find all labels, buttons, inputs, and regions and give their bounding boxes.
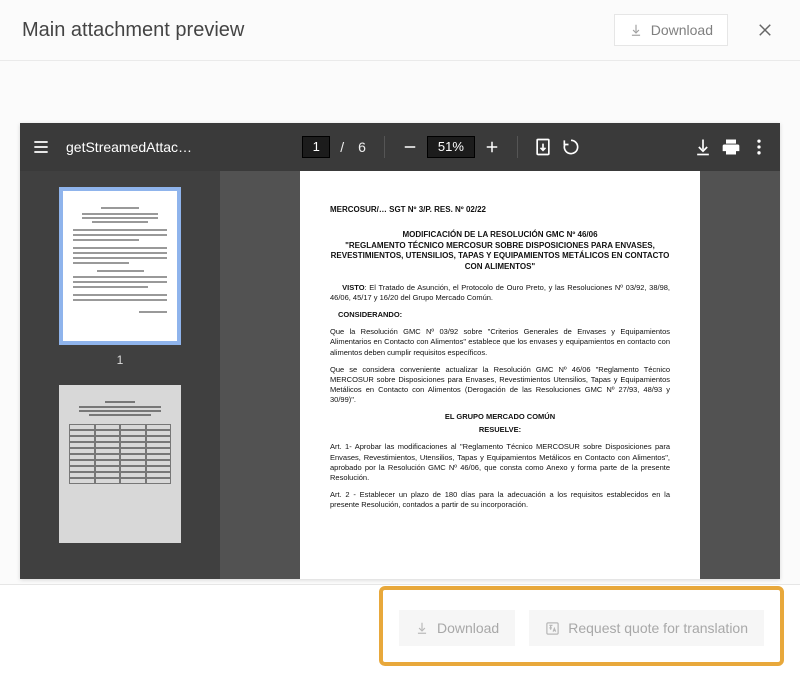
quote-label: Request quote for translation	[568, 620, 748, 636]
thumbnail-1[interactable]: 1	[59, 187, 181, 367]
translate-icon	[545, 621, 560, 636]
pdf-page-1: MERCOSUR/… SGT Nº 3/P. RES. Nº 02/22 MOD…	[300, 171, 700, 579]
page-separator: /	[340, 139, 344, 155]
action-highlight-box: Download Request quote for translation	[379, 586, 784, 666]
pdf-toolbar: getStreamedAttac… 1 / 6 51%	[20, 123, 780, 171]
hamburger-icon[interactable]	[30, 136, 52, 158]
thumbnail-panel: 1	[20, 171, 220, 579]
zoom-controls: 51%	[399, 136, 503, 158]
preview-header: Main attachment preview Download	[0, 0, 800, 61]
fit-page-icon[interactable]	[532, 136, 554, 158]
doc-resuelve-2: RESUELVE:	[330, 425, 670, 435]
pdf-viewer: getStreamedAttac… 1 / 6 51%	[20, 123, 780, 579]
doc-resuelve-1: EL GRUPO MERCADO COMÚN	[330, 412, 670, 422]
thumbnail-2[interactable]	[59, 385, 181, 543]
pdf-filename: getStreamedAttac…	[66, 139, 192, 155]
close-button[interactable]	[752, 17, 778, 43]
page-title: Main attachment preview	[22, 19, 614, 42]
thumbnail-1-label: 1	[117, 353, 124, 367]
download-label: Download	[651, 22, 713, 38]
page-controls: 1 / 6	[302, 136, 370, 158]
pdf-download-icon[interactable]	[692, 136, 714, 158]
doc-title-1: MODIFICACIÓN DE LA RESOLUCIÓN GMC Nº 46/…	[330, 230, 670, 241]
doc-cons-p1: Que la Resolución GMC Nº 03/92 sobre "Cr…	[330, 327, 670, 357]
current-page-input[interactable]: 1	[302, 136, 330, 158]
doc-header: MERCOSUR/… SGT Nº 3/P. RES. Nº 02/22	[330, 205, 670, 216]
doc-considerando-head: CONSIDERANDO:	[330, 310, 670, 320]
doc-art2: Art. 2 - Establecer un plazo de 180 días…	[330, 490, 670, 510]
rotate-icon[interactable]	[560, 136, 582, 158]
download-button-top[interactable]: Download	[614, 14, 728, 46]
total-pages: 6	[358, 139, 366, 155]
doc-title-2: "REGLAMENTO TÉCNICO MERCOSUR SOBRE DISPO…	[330, 241, 670, 273]
pdf-body: 1	[20, 171, 780, 579]
doc-art1: Art. 1- Aprobar las modificaciones al "R…	[330, 442, 670, 483]
print-icon[interactable]	[720, 136, 742, 158]
request-quote-button[interactable]: Request quote for translation	[529, 610, 764, 646]
zoom-level[interactable]: 51%	[427, 136, 475, 158]
doc-visto: VISTO: El Tratado de Asunción, el Protoc…	[330, 283, 670, 303]
download-button-bottom[interactable]: Download	[399, 610, 515, 646]
more-icon[interactable]	[748, 136, 770, 158]
download-icon	[629, 23, 643, 37]
zoom-out-button[interactable]	[399, 136, 421, 158]
doc-cons-p2: Que se considera conveniente actualizar …	[330, 365, 670, 406]
download-icon	[415, 621, 429, 635]
pdf-page-view[interactable]: MERCOSUR/… SGT Nº 3/P. RES. Nº 02/22 MOD…	[220, 171, 780, 579]
download-label: Download	[437, 620, 499, 636]
zoom-in-button[interactable]	[481, 136, 503, 158]
